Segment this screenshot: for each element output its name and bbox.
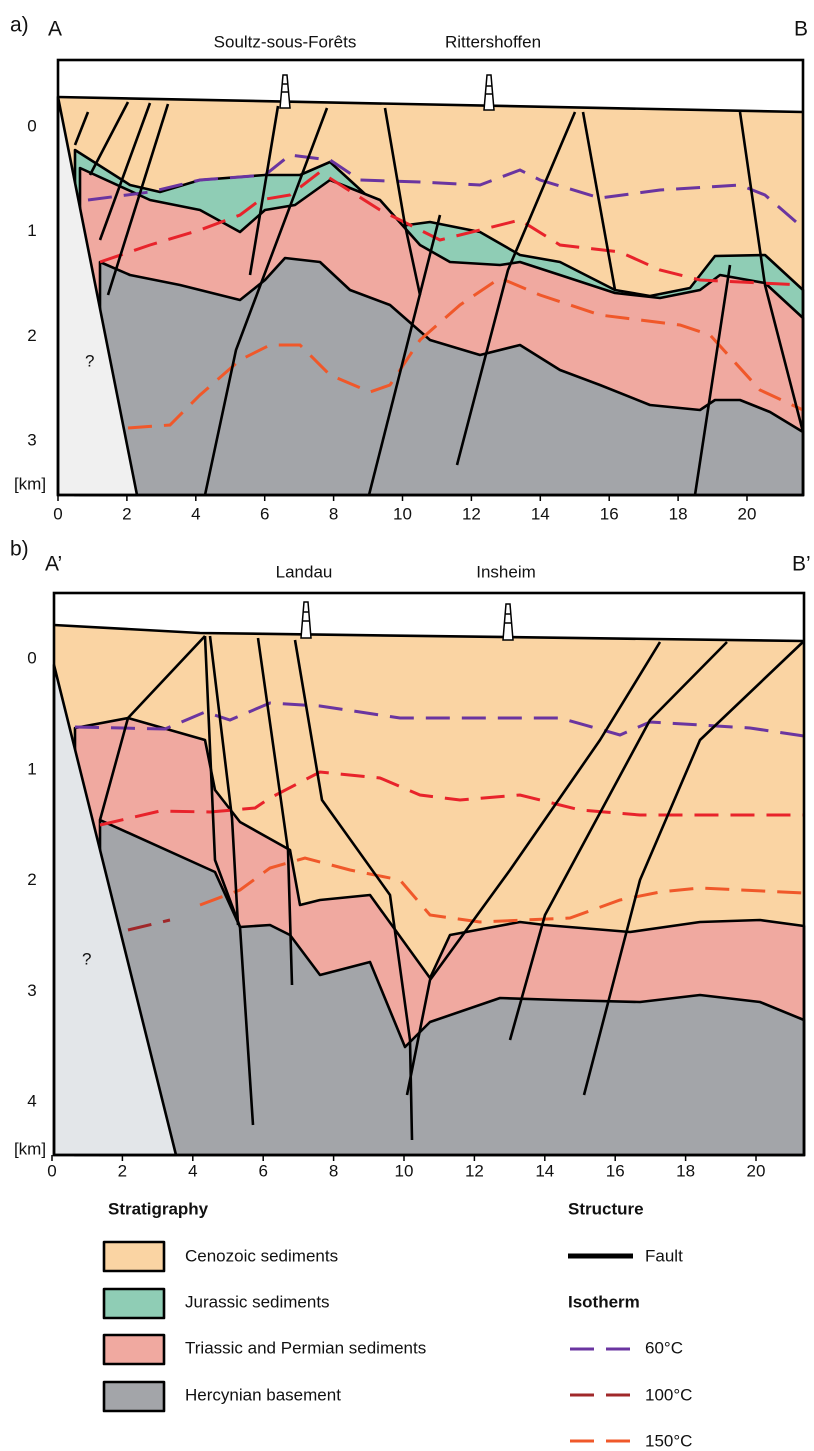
distance-tick-label: 6 xyxy=(258,1161,267,1180)
distance-tick-label: 10 xyxy=(395,1161,414,1180)
depth-tick-label: 3 xyxy=(27,981,36,1000)
legend-item: 60°C xyxy=(645,1338,683,1357)
section-end: A xyxy=(48,18,62,41)
distance-tick-label: 0 xyxy=(47,1161,56,1180)
section-end: B’ xyxy=(792,553,811,576)
depth-tick-label: 1 xyxy=(27,759,36,778)
distance-tick-label: 12 xyxy=(465,1161,484,1180)
distance-tick-label: 12 xyxy=(462,504,481,523)
legend-item: Triassic and Permian sediments xyxy=(185,1338,426,1357)
distance-tick-label: 2 xyxy=(118,1161,127,1180)
distance-tick-label: 20 xyxy=(747,1161,766,1180)
legend-title: Stratigraphy xyxy=(108,1199,209,1218)
section-a: a) A B Soultz-sous-Forêts Rittershoffen … xyxy=(10,14,808,495)
distance-tick-label: 18 xyxy=(669,504,688,523)
legend: Stratigraphy Cenozoic sediments Jurassic… xyxy=(104,1199,692,1450)
distance-tick-label: 16 xyxy=(606,1161,625,1180)
section-end: B xyxy=(794,18,808,41)
well-name: Insheim xyxy=(476,562,536,581)
legend-title: Structure xyxy=(568,1199,644,1218)
distance-tick-label: 2 xyxy=(122,504,131,523)
unknown-label: ? xyxy=(85,351,94,370)
distance-tick-label: 10 xyxy=(393,504,412,523)
distance-tick-label: 6 xyxy=(260,504,269,523)
well-name: Rittershoffen xyxy=(445,32,541,51)
distance-tick-label: 18 xyxy=(676,1161,695,1180)
depth-tick-label: 3 xyxy=(27,431,36,450)
legend-item: Cenozoic sediments xyxy=(185,1246,338,1265)
well-name: Soultz-sous-Forêts xyxy=(214,32,357,51)
legend-title: Isotherm xyxy=(568,1292,640,1311)
depth-tick-label: 0 xyxy=(27,648,36,667)
distance-tick-label: 4 xyxy=(188,1161,197,1180)
depth-tick-label: 2 xyxy=(27,870,36,889)
depth-tick-label: 0 xyxy=(27,116,36,135)
legend-item: Fault xyxy=(645,1246,683,1265)
distance-tick-label: 14 xyxy=(535,1161,554,1180)
distance-tick-label: 20 xyxy=(738,504,757,523)
swatch xyxy=(104,1382,164,1411)
distance-tick-label: 4 xyxy=(191,504,200,523)
distance-tick-label: 8 xyxy=(329,504,338,523)
swatch xyxy=(104,1242,164,1271)
depth-tick-label: 1 xyxy=(27,221,36,240)
depth-tick-label: 4 xyxy=(27,1092,36,1111)
swatch xyxy=(104,1289,164,1318)
panel-label: a) xyxy=(10,14,29,37)
legend-item: 150°C xyxy=(645,1431,692,1450)
swatch xyxy=(104,1335,164,1364)
legend-item: 100°C xyxy=(645,1385,692,1404)
distance-tick-label: 8 xyxy=(329,1161,338,1180)
unknown-label: ? xyxy=(82,949,91,968)
section-b: b) A’ B’ Landau Insheim ? [km] xyxy=(10,538,811,1159)
distance-tick-label: 14 xyxy=(531,504,550,523)
distance-tick-label: 16 xyxy=(600,504,619,523)
page: a) A B Soultz-sous-Forêts Rittershoffen … xyxy=(0,0,814,1451)
depth-unit: [km] xyxy=(14,1139,46,1158)
well-name: Landau xyxy=(276,562,333,581)
section-end: A’ xyxy=(45,553,62,576)
depth-unit: [km] xyxy=(14,474,46,493)
legend-item: Hercynian basement xyxy=(185,1385,341,1404)
panel-label: b) xyxy=(10,538,29,561)
depth-tick-label: 2 xyxy=(27,326,36,345)
legend-item: Jurassic sediments xyxy=(185,1292,330,1311)
distance-tick-label: 0 xyxy=(53,504,62,523)
